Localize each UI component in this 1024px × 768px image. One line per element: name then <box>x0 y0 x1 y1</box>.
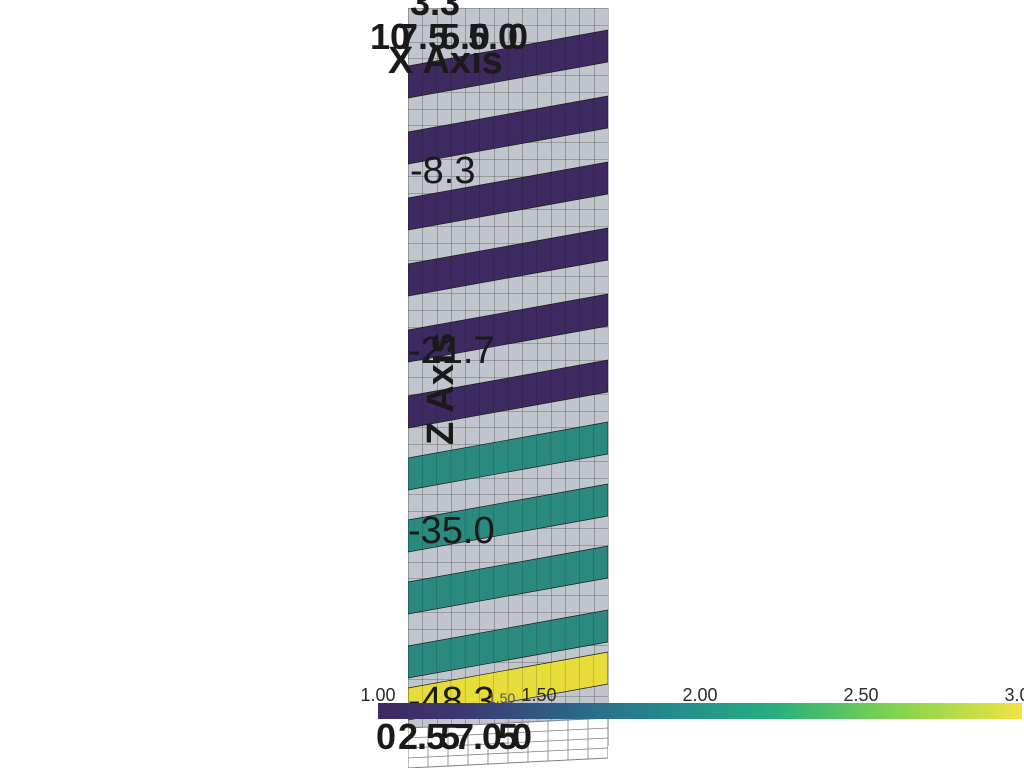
bottom-overlap-number: 0 <box>376 716 395 758</box>
plot-3d-surface: 3.3 107.55.05.00 X Axis -8.3-21.7-35.0-4… <box>0 0 1024 768</box>
z-tick-label: -8.3 <box>410 150 475 193</box>
z-axis-label: Z Axis <box>420 332 463 445</box>
top-overlap-number: 0 <box>508 16 528 58</box>
bottom-overlap-number: 0 <box>512 716 531 758</box>
bottom-overlap-number: 7.0 <box>454 716 501 758</box>
wire-vline <box>608 8 609 746</box>
z-tick-label: -35.0 <box>408 510 495 553</box>
x-axis-label: X Axis <box>388 40 503 83</box>
bottom-overlap-number: 2.5 <box>398 716 445 758</box>
